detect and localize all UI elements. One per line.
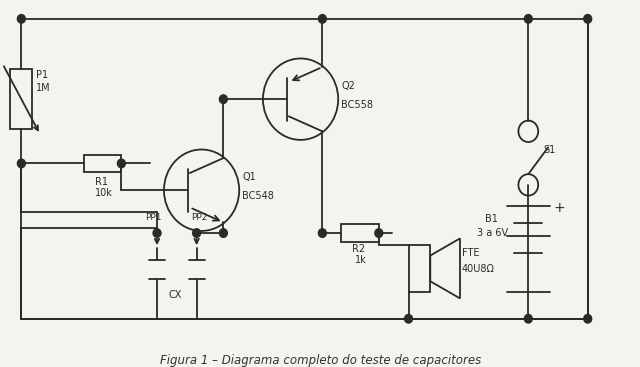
Circle shape bbox=[17, 15, 26, 23]
Text: 1k: 1k bbox=[355, 255, 367, 265]
Circle shape bbox=[220, 229, 227, 237]
Text: 1M: 1M bbox=[36, 83, 51, 92]
Circle shape bbox=[17, 159, 26, 168]
Circle shape bbox=[220, 95, 227, 103]
Circle shape bbox=[153, 229, 161, 237]
Text: PP2: PP2 bbox=[191, 213, 207, 222]
Circle shape bbox=[375, 229, 383, 237]
Circle shape bbox=[117, 159, 125, 168]
Text: CX: CX bbox=[169, 290, 182, 301]
Text: 10k: 10k bbox=[95, 188, 113, 197]
Circle shape bbox=[584, 15, 591, 23]
Text: S1: S1 bbox=[543, 145, 556, 155]
Text: R2: R2 bbox=[352, 244, 365, 254]
Text: B1: B1 bbox=[484, 214, 498, 224]
Text: P1: P1 bbox=[36, 70, 49, 80]
Text: 40U8Ω: 40U8Ω bbox=[462, 264, 495, 274]
Circle shape bbox=[524, 15, 532, 23]
Text: BC548: BC548 bbox=[242, 190, 274, 201]
Text: BC558: BC558 bbox=[341, 99, 373, 109]
Text: Figura 1 – Diagrama completo do teste de capacitores: Figura 1 – Diagrama completo do teste de… bbox=[160, 354, 481, 367]
Text: Q2: Q2 bbox=[341, 81, 355, 91]
Text: 3 a 6V: 3 a 6V bbox=[477, 228, 508, 238]
Circle shape bbox=[404, 315, 412, 323]
Text: +: + bbox=[553, 201, 564, 215]
Text: Q1: Q1 bbox=[242, 172, 256, 182]
Circle shape bbox=[193, 229, 200, 237]
Circle shape bbox=[319, 229, 326, 237]
Text: FTE: FTE bbox=[462, 248, 479, 258]
Text: R1: R1 bbox=[95, 177, 108, 187]
Text: PP1: PP1 bbox=[145, 213, 162, 222]
Circle shape bbox=[584, 315, 591, 323]
Circle shape bbox=[319, 15, 326, 23]
Circle shape bbox=[524, 315, 532, 323]
